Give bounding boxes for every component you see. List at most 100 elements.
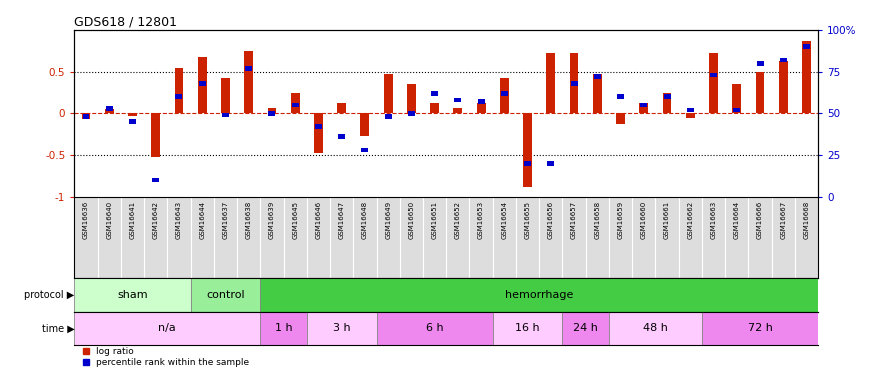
Bar: [245, 66, 252, 70]
Text: 16 h: 16 h: [515, 323, 540, 333]
Text: GSM16651: GSM16651: [431, 201, 438, 239]
Bar: [361, 148, 368, 152]
Text: GSM16661: GSM16661: [664, 201, 670, 239]
Bar: [640, 102, 648, 113]
Bar: [128, 113, 136, 116]
Text: GSM16637: GSM16637: [222, 201, 228, 239]
Text: GSM16647: GSM16647: [339, 201, 345, 239]
Text: time ▶: time ▶: [42, 323, 74, 333]
Text: GSM16650: GSM16650: [409, 201, 415, 239]
Bar: [152, 178, 159, 182]
Bar: [500, 91, 507, 96]
Text: 48 h: 48 h: [643, 323, 668, 333]
Bar: [756, 72, 765, 113]
Text: 3 h: 3 h: [332, 323, 351, 333]
Bar: [105, 109, 114, 113]
Bar: [732, 84, 741, 113]
Text: GSM16659: GSM16659: [618, 201, 624, 239]
Bar: [500, 78, 508, 113]
Bar: [268, 108, 276, 113]
Text: GSM16636: GSM16636: [83, 201, 89, 239]
Bar: [662, 93, 671, 113]
Text: 72 h: 72 h: [747, 323, 773, 333]
Text: GSM16649: GSM16649: [385, 201, 391, 239]
Bar: [702, 312, 818, 345]
Text: GSM16668: GSM16668: [803, 201, 809, 239]
Bar: [757, 61, 764, 66]
Bar: [710, 73, 717, 77]
Text: GSM16658: GSM16658: [594, 201, 600, 239]
Bar: [548, 161, 555, 166]
Bar: [686, 113, 695, 117]
Text: GSM16643: GSM16643: [176, 201, 182, 239]
Text: GDS618 / 12801: GDS618 / 12801: [74, 16, 178, 29]
Bar: [709, 53, 718, 113]
Text: protocol ▶: protocol ▶: [24, 290, 74, 300]
Text: GSM16642: GSM16642: [153, 201, 158, 239]
Bar: [407, 84, 416, 113]
Bar: [198, 57, 206, 113]
Bar: [802, 41, 811, 113]
Bar: [546, 53, 556, 113]
Bar: [129, 119, 136, 124]
Bar: [360, 113, 369, 136]
Legend: log ratio, percentile rank within the sample: log ratio, percentile rank within the sa…: [79, 344, 253, 370]
Bar: [191, 278, 261, 312]
Bar: [314, 113, 323, 153]
Text: GSM16656: GSM16656: [548, 201, 554, 239]
Text: GSM16663: GSM16663: [710, 201, 717, 239]
Bar: [291, 103, 298, 107]
Bar: [244, 51, 253, 113]
Bar: [315, 124, 322, 129]
Bar: [454, 98, 461, 102]
Text: GSM16662: GSM16662: [687, 201, 693, 239]
Bar: [780, 58, 787, 62]
Bar: [82, 114, 89, 119]
Bar: [261, 278, 818, 312]
Text: GSM16660: GSM16660: [640, 201, 647, 239]
Bar: [174, 68, 184, 113]
Text: GSM16644: GSM16644: [200, 201, 206, 239]
Text: hemorrhage: hemorrhage: [505, 290, 573, 300]
Bar: [524, 161, 531, 166]
Bar: [431, 91, 438, 96]
Bar: [593, 74, 602, 113]
Text: GSM16657: GSM16657: [571, 201, 578, 239]
Text: GSM16666: GSM16666: [757, 201, 763, 239]
Text: 24 h: 24 h: [573, 323, 598, 333]
Bar: [290, 93, 299, 113]
Text: 1 h: 1 h: [275, 323, 292, 333]
Bar: [81, 113, 90, 119]
Text: GSM16638: GSM16638: [246, 201, 252, 239]
Text: sham: sham: [117, 290, 148, 300]
Bar: [176, 94, 183, 99]
Bar: [338, 134, 345, 139]
Bar: [617, 94, 624, 99]
Bar: [376, 312, 493, 345]
Bar: [261, 312, 307, 345]
Bar: [222, 113, 229, 117]
Bar: [106, 106, 113, 111]
Bar: [74, 278, 191, 312]
Text: GSM16652: GSM16652: [455, 201, 461, 239]
Bar: [733, 108, 740, 112]
Bar: [384, 74, 393, 113]
Text: GSM16639: GSM16639: [269, 201, 275, 239]
Bar: [493, 312, 563, 345]
Bar: [640, 103, 648, 107]
Bar: [151, 113, 160, 157]
Text: GSM16646: GSM16646: [315, 201, 321, 239]
Bar: [523, 113, 532, 187]
Bar: [478, 99, 485, 104]
Bar: [453, 108, 462, 113]
Bar: [307, 312, 376, 345]
Text: GSM16645: GSM16645: [292, 201, 298, 239]
Text: GSM16654: GSM16654: [501, 201, 507, 239]
Bar: [74, 312, 261, 345]
Bar: [385, 114, 392, 119]
Bar: [477, 102, 486, 113]
Bar: [563, 312, 609, 345]
Bar: [594, 74, 601, 79]
Text: GSM16667: GSM16667: [780, 201, 787, 239]
Bar: [609, 312, 702, 345]
